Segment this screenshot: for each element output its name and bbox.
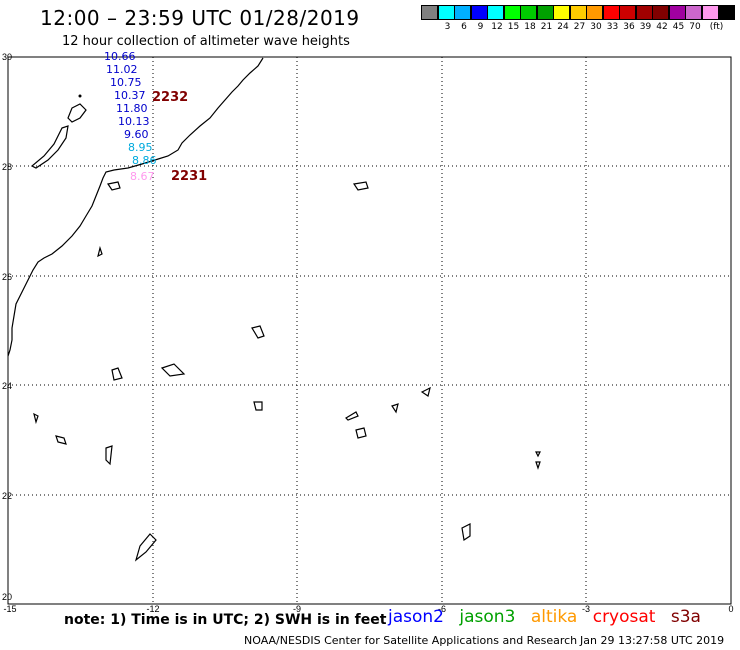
lon-label--6: -6 bbox=[438, 604, 446, 614]
scale-label: 36 bbox=[623, 22, 635, 32]
scale-swatch bbox=[718, 5, 735, 20]
island-e bbox=[160, 363, 186, 377]
pass-label-2231: 2231 bbox=[171, 169, 207, 184]
wave-reading: 10.75 bbox=[110, 76, 142, 89]
scale-label: 24 bbox=[557, 22, 569, 32]
scale-label: 3 bbox=[444, 22, 451, 32]
island-l bbox=[391, 403, 399, 414]
wave-reading: 8.67 bbox=[130, 170, 155, 183]
island-h bbox=[105, 445, 113, 466]
island-a bbox=[97, 245, 103, 258]
island-p bbox=[461, 523, 471, 542]
lon-label--9: -9 bbox=[293, 604, 301, 614]
wave-reading: 11.80 bbox=[116, 102, 148, 115]
wave-reading: 8.86 bbox=[132, 154, 157, 167]
scale-label: 18 bbox=[524, 22, 536, 32]
wave-reading: 10.13 bbox=[118, 115, 150, 128]
scale-label: 15 bbox=[507, 22, 520, 32]
wave-reading: 10.66 bbox=[104, 50, 136, 63]
lat-label-26: 26 bbox=[2, 272, 12, 282]
island-d bbox=[111, 367, 123, 381]
scale-label: 21 bbox=[540, 22, 553, 32]
island-g bbox=[55, 435, 67, 445]
scale-label: 33 bbox=[606, 22, 619, 32]
lat-label-22: 22 bbox=[2, 491, 12, 501]
island-k bbox=[355, 427, 367, 439]
scale-label: 42 bbox=[656, 22, 668, 32]
map-frame bbox=[7, 56, 732, 605]
wave-reading: 10.37 bbox=[114, 89, 146, 102]
map-title: 12:00 – 23:59 UTC 01/28/2019 bbox=[40, 6, 360, 30]
lon-label-0: 0 bbox=[728, 604, 733, 614]
africa-coastline bbox=[7, 57, 264, 357]
island-b bbox=[352, 181, 369, 191]
lat-label-20: 20 bbox=[2, 592, 12, 602]
scale-label: 12 bbox=[491, 22, 503, 32]
scale-unit: (ft) bbox=[709, 22, 724, 32]
island-q bbox=[134, 533, 157, 562]
lon-label--3: -3 bbox=[582, 604, 590, 614]
wave-reading: 9.60 bbox=[124, 128, 149, 141]
pass-label-2232: 2232 bbox=[152, 90, 188, 105]
sat-jason2: jason2 bbox=[388, 607, 444, 627]
lon-label--15: -15 bbox=[3, 604, 16, 614]
map-subtitle: 12 hour collection of altimeter wave hei… bbox=[62, 34, 350, 49]
credit-line: NOAA/NESDIS Center for Satellite Applica… bbox=[244, 634, 578, 647]
island-f bbox=[33, 412, 39, 425]
island-fuerteventura bbox=[30, 125, 69, 169]
scale-label: 27 bbox=[573, 22, 586, 32]
island-n bbox=[535, 451, 541, 458]
satellite-legend: jason2 jason3 altika cryosat s3a bbox=[388, 607, 711, 627]
wave-reading: 11.02 bbox=[106, 63, 138, 76]
sat-jason3: jason3 bbox=[459, 607, 516, 627]
scale-label: 9 bbox=[477, 22, 484, 32]
island-c bbox=[251, 325, 265, 339]
scale-label: 6 bbox=[461, 22, 467, 32]
generated-timestamp: Jan 29 13:27:58 UTC 2019 bbox=[580, 634, 725, 647]
island-j bbox=[345, 411, 359, 421]
lat-label-30: 30 bbox=[2, 52, 12, 62]
sat-altika: altika bbox=[530, 607, 578, 627]
sat-cryosat: cryosat bbox=[592, 607, 656, 627]
wave-reading: 8.95 bbox=[128, 141, 153, 154]
footer-note: note: 1) Time is in UTC; 2) SWH is in fe… bbox=[64, 612, 387, 628]
lat-label-24: 24 bbox=[2, 381, 12, 391]
island-lanzarote bbox=[67, 103, 87, 123]
island-alegranza bbox=[78, 94, 82, 98]
island-m bbox=[420, 386, 431, 397]
island-o bbox=[535, 461, 541, 470]
sat-s3a: s3a bbox=[670, 607, 701, 627]
island-madeira bbox=[107, 181, 121, 191]
scale-label: 70 bbox=[689, 22, 701, 32]
lat-label-28: 28 bbox=[2, 162, 12, 172]
scale-label: 39 bbox=[639, 22, 652, 32]
graticule bbox=[8, 57, 731, 604]
scale-label: 45 bbox=[672, 22, 685, 32]
lon-label--12: -12 bbox=[146, 604, 159, 614]
island-i bbox=[253, 401, 263, 411]
scale-label: 30 bbox=[590, 22, 602, 32]
